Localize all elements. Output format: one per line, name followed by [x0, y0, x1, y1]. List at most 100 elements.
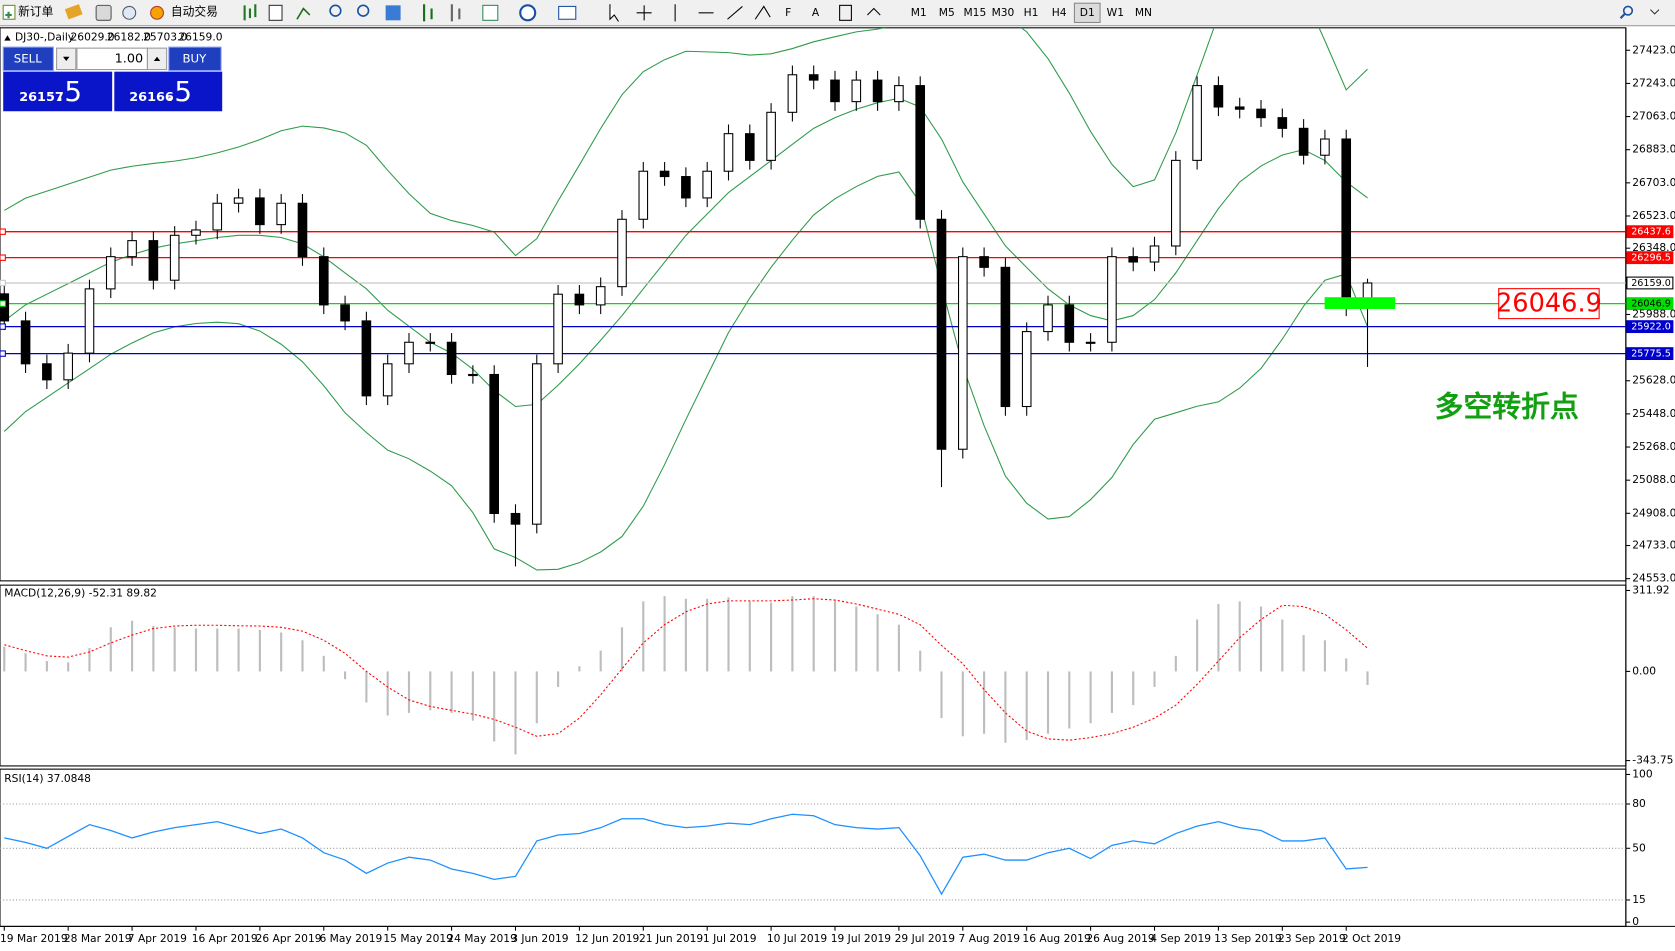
candle-body	[105, 256, 116, 290]
buy-button[interactable]	[168, 46, 222, 72]
x-tick-label: 4 Sep 2019	[1150, 932, 1211, 945]
toolbar-new-order[interactable]: 新订单	[2, 4, 54, 20]
auto-trading-label[interactable]: 自动交易	[171, 4, 218, 18]
timeframe-button[interactable]: M15	[963, 6, 986, 19]
x-tick-label: 1 Jul 2019	[703, 932, 757, 945]
level-anchor	[0, 300, 6, 307]
y-tick-label: 100	[1632, 767, 1653, 780]
y-tick-label: 26703.0	[1632, 176, 1675, 189]
candle-body	[297, 202, 308, 258]
candle-body	[425, 341, 436, 344]
y-tick-label: 25628.0	[1632, 374, 1675, 387]
buy-label[interactable]: BUY	[183, 51, 208, 65]
macd-bar	[855, 606, 858, 672]
ask-pips[interactable]: .5	[166, 75, 192, 108]
macd-bar	[1217, 603, 1220, 672]
candle-body	[787, 74, 798, 113]
y-tick-label: 24908.0	[1632, 506, 1675, 519]
candle-body	[468, 373, 478, 377]
collapse-icon	[4, 35, 11, 41]
x-tick-label: 24 May 2019	[447, 932, 517, 945]
chart-symbol: DJ30-,Daily	[15, 30, 74, 43]
candle-body	[20, 320, 31, 365]
x-tick-label: 13 Sep 2019	[1214, 932, 1282, 945]
ask-price[interactable]: 26166	[129, 90, 174, 105]
timeframe-button[interactable]: M30	[992, 6, 1015, 19]
macd-bar	[897, 624, 900, 672]
candle-body	[1107, 256, 1117, 343]
chart-open: 26029.0	[71, 30, 115, 43]
bollinger-middle	[3, 97, 1368, 408]
timeframe-button[interactable]: H4	[1052, 6, 1067, 19]
candle-body	[723, 133, 734, 172]
timeframe-button[interactable]: W1	[1107, 6, 1124, 19]
candle-body	[553, 293, 563, 365]
marker-box	[1498, 288, 1600, 320]
macd-bar	[919, 650, 922, 672]
toolbar-auto-trading[interactable]: 自动交易	[171, 4, 218, 18]
sell-button[interactable]	[2, 46, 54, 72]
macd-bar	[322, 655, 325, 672]
marker-label: 26046.9	[1496, 289, 1602, 319]
ask-box[interactable]	[114, 71, 223, 112]
bid-pips[interactable]: .5	[56, 75, 82, 108]
candle-body	[894, 85, 904, 103]
bid-price[interactable]: 26157	[19, 90, 64, 105]
x-tick-label: 26 Aug 2019	[1086, 932, 1155, 945]
macd-bar	[791, 596, 794, 672]
timeframe-button[interactable]: M5	[939, 6, 955, 19]
lot-value[interactable]: 1.00	[115, 51, 144, 66]
macd-bar	[471, 671, 474, 721]
y-tick-label: 25268.0	[1632, 440, 1675, 453]
macd-bar	[429, 671, 432, 711]
macd-bar	[1238, 601, 1241, 672]
macd-bar	[1302, 635, 1305, 672]
macd-bar	[152, 626, 155, 672]
y-tick-label: 24553.0	[1632, 572, 1675, 585]
candle-body	[851, 79, 862, 103]
y-tick-label: 25088.0	[1632, 473, 1675, 486]
candle-body	[766, 111, 776, 161]
macd-signal	[4, 598, 1368, 741]
macd-bar	[940, 671, 943, 719]
candle-body	[830, 79, 840, 103]
timeframe-button[interactable]: H1	[1024, 6, 1039, 19]
candle-body	[340, 304, 350, 322]
macd-bar	[1345, 658, 1348, 672]
level-label: 26046.9	[1631, 299, 1671, 310]
candle-body	[915, 85, 926, 220]
toolbar	[0, 0, 1675, 26]
timeframe-button[interactable]: D1	[1080, 6, 1095, 19]
candle-body	[212, 202, 223, 231]
macd-bar	[216, 628, 219, 672]
bid-box[interactable]	[3, 71, 113, 112]
sell-label[interactable]: SELL	[14, 51, 42, 65]
candle-body	[808, 74, 819, 81]
macd-bar	[88, 648, 91, 672]
rsi-title: RSI(14) 37.0848	[4, 772, 91, 785]
x-tick-label: 7 Apr 2019	[128, 932, 187, 945]
x-tick-label: 3 Jun 2019	[511, 932, 569, 945]
timeframe-button[interactable]: MN	[1135, 6, 1152, 19]
level-anchor	[0, 228, 6, 235]
candle-body	[0, 293, 10, 322]
level-label: 26159.0	[1631, 278, 1671, 289]
price-plot	[0, 27, 1626, 571]
macd-bar	[194, 628, 198, 672]
macd-bar	[706, 598, 709, 672]
candle-body	[446, 341, 457, 376]
macd-bar	[1110, 671, 1113, 713]
x-tick-label: 28 Mar 2019	[64, 932, 132, 945]
rsi-pane	[0, 768, 1627, 927]
macd-bar	[983, 671, 986, 734]
timeframe-button[interactable]: M1	[911, 6, 927, 19]
chart-low: 25703.0	[143, 30, 187, 43]
candle-body	[1320, 138, 1330, 156]
timeframe-active	[1073, 2, 1101, 23]
new-order-label[interactable]: 新订单	[18, 4, 53, 18]
macd-bar	[642, 601, 645, 672]
candle-body	[1298, 127, 1309, 156]
y-tick-label: 0	[1632, 915, 1639, 928]
level-anchor	[0, 323, 6, 330]
y-tick-label: 15	[1632, 893, 1646, 906]
